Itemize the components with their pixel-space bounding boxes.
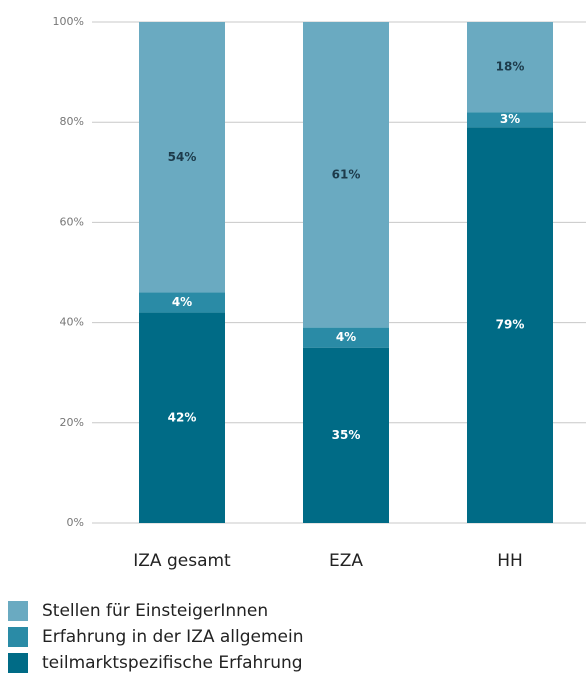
- y-tick-label: 60%: [60, 215, 84, 228]
- bar-segment: [467, 127, 553, 524]
- bar-segment: [303, 22, 389, 328]
- y-tick-label: 40%: [60, 316, 84, 329]
- value-label: 54%: [168, 150, 197, 164]
- bar-segment: [467, 22, 553, 113]
- legend-swatch: [8, 653, 28, 673]
- x-tick-label: IZA gesamt: [133, 551, 231, 571]
- value-label: 18%: [496, 60, 525, 74]
- x-tick-label: EZA: [329, 551, 363, 571]
- y-tick-label: 0%: [67, 516, 84, 529]
- x-tick-label: HH: [497, 551, 523, 571]
- legend-swatch: [8, 627, 28, 647]
- value-label: 61%: [332, 167, 361, 181]
- bar-segment: [139, 292, 225, 313]
- value-label: 79%: [496, 318, 525, 332]
- value-label: 3%: [500, 112, 520, 126]
- value-label: 4%: [336, 330, 356, 344]
- value-label: 42%: [168, 410, 197, 424]
- bar-segment: [303, 327, 389, 348]
- bar-segment: [139, 312, 225, 523]
- legend-label: Stellen für EinsteigerInnen: [42, 601, 268, 621]
- legend-swatch: [8, 601, 28, 621]
- bar-segment: [467, 112, 553, 128]
- y-tick-label: 100%: [53, 15, 84, 28]
- y-tick-label: 80%: [60, 115, 84, 128]
- legend-label: Erfahrung in der IZA allgemein: [42, 627, 304, 647]
- value-label: 35%: [332, 428, 361, 442]
- bar-segment: [303, 347, 389, 523]
- bar-segment: [139, 22, 225, 293]
- value-label: 4%: [172, 295, 192, 309]
- y-tick-label: 20%: [60, 416, 84, 429]
- legend-label: teilmarktspezifische Erfahrung: [42, 653, 303, 673]
